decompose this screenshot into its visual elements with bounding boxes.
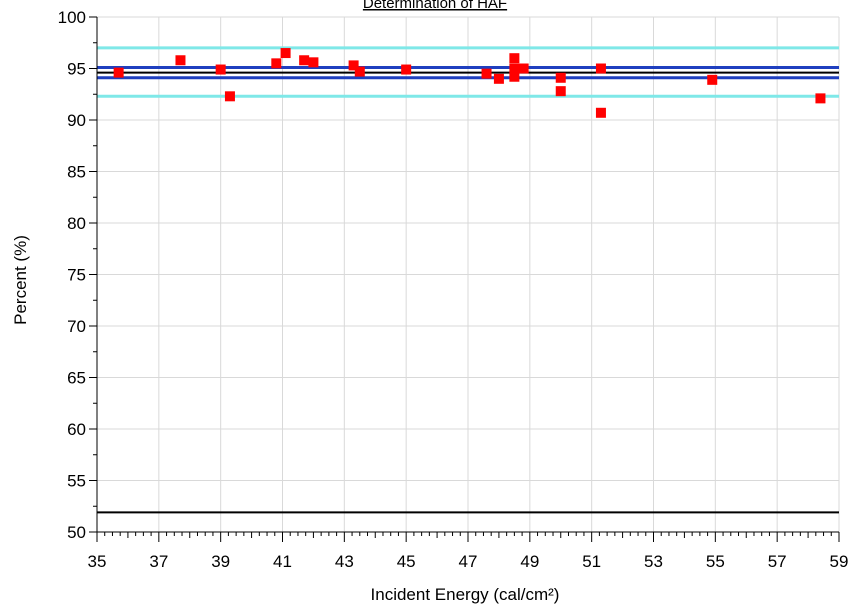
data-point xyxy=(518,63,529,74)
y-tick-label: 90 xyxy=(67,111,86,130)
y-tick-label: 55 xyxy=(67,472,86,491)
data-point xyxy=(509,63,520,74)
x-tick-label: 55 xyxy=(706,552,725,571)
grid xyxy=(97,16,840,532)
x-tick-label: 35 xyxy=(88,552,107,571)
x-axis-label: Incident Energy (cal/cm²) xyxy=(371,585,560,604)
y-tick-label: 60 xyxy=(67,420,86,439)
x-tick-label: 49 xyxy=(520,552,539,571)
data-point xyxy=(481,68,492,79)
x-axis-ticks: 35 37 39 41 43 45 47 49 51 53 55 57 59 xyxy=(88,532,849,571)
y-axis-label: Percent (%) xyxy=(11,235,30,325)
data-point xyxy=(509,71,520,82)
y-tick-label: 80 xyxy=(67,214,86,233)
data-point xyxy=(348,60,359,71)
y-tick-label: 65 xyxy=(67,369,86,388)
data-points xyxy=(113,48,826,118)
data-point xyxy=(707,74,718,85)
x-tick-label: 45 xyxy=(397,552,416,571)
data-point xyxy=(280,48,291,59)
data-point xyxy=(299,55,310,66)
x-tick-label: 59 xyxy=(830,552,849,571)
data-point xyxy=(175,55,186,66)
data-point xyxy=(509,53,520,64)
data-point xyxy=(271,58,282,69)
y-axis-ticks: 50 55 60 65 70 75 80 85 90 95 100 xyxy=(58,8,97,542)
x-tick-label: 43 xyxy=(335,552,354,571)
data-point xyxy=(113,67,124,78)
x-tick-label: 47 xyxy=(459,552,478,571)
y-tick-label: 70 xyxy=(67,317,86,336)
data-point xyxy=(555,72,566,83)
x-tick-label: 37 xyxy=(149,552,168,571)
data-point xyxy=(595,107,606,118)
data-point xyxy=(308,57,319,68)
data-point xyxy=(595,63,606,74)
x-tick-label: 57 xyxy=(768,552,787,571)
data-point xyxy=(401,64,412,75)
y-tick-label: 100 xyxy=(58,8,86,27)
data-point xyxy=(815,93,826,104)
chart-title: Determination of HAF xyxy=(363,0,507,12)
y-tick-label: 75 xyxy=(67,266,86,285)
x-tick-label: 53 xyxy=(644,552,663,571)
y-tick-label: 50 xyxy=(67,523,86,542)
data-point xyxy=(215,64,226,75)
x-tick-label: 39 xyxy=(211,552,230,571)
data-point xyxy=(354,66,365,77)
data-point xyxy=(493,73,504,84)
y-tick-label: 95 xyxy=(67,60,86,79)
data-point xyxy=(224,91,235,102)
x-tick-label: 51 xyxy=(582,552,601,571)
y-tick-label: 85 xyxy=(67,163,86,182)
x-tick-label: 41 xyxy=(273,552,292,571)
data-point xyxy=(555,86,566,97)
